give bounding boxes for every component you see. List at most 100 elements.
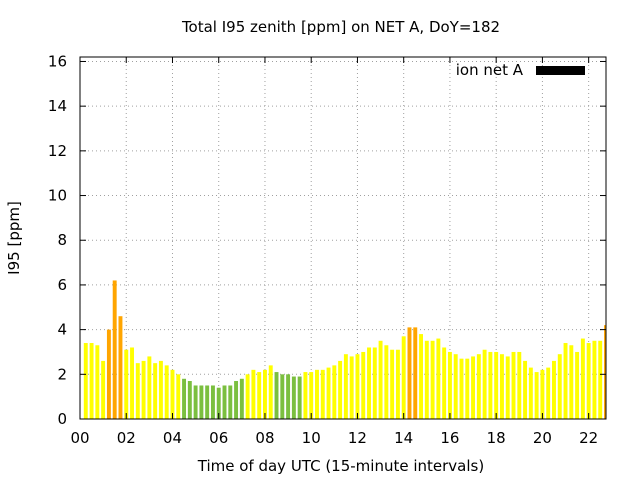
bar bbox=[130, 347, 134, 419]
bar bbox=[407, 327, 412, 419]
bar bbox=[257, 372, 262, 419]
bar bbox=[471, 356, 476, 419]
bar bbox=[141, 360, 146, 419]
bar bbox=[494, 351, 499, 419]
x-tick-label: 00 bbox=[70, 429, 89, 447]
bar bbox=[482, 349, 487, 419]
bar bbox=[332, 365, 337, 419]
bar bbox=[170, 369, 175, 419]
x-tick-label: 16 bbox=[440, 429, 459, 447]
bar bbox=[303, 372, 308, 419]
bar bbox=[598, 340, 603, 419]
bar bbox=[447, 351, 452, 419]
bar bbox=[286, 374, 291, 419]
x-tick-label: 20 bbox=[533, 429, 552, 447]
plot-frame bbox=[79, 56, 607, 420]
bar bbox=[182, 378, 187, 419]
bar bbox=[569, 345, 574, 419]
bar bbox=[280, 374, 285, 419]
bar bbox=[343, 354, 348, 419]
y-tick-label: 16 bbox=[48, 52, 67, 70]
x-axis-ticks: 00 02 04 06 08 10 12 14 16 18 20 22 bbox=[70, 57, 598, 447]
y-tick-label: 4 bbox=[57, 321, 67, 339]
bar bbox=[546, 367, 551, 419]
legend-swatch bbox=[536, 66, 585, 75]
bar bbox=[95, 345, 100, 419]
bar bbox=[424, 340, 429, 419]
bar bbox=[586, 343, 591, 419]
x-tick-label: 22 bbox=[579, 429, 598, 447]
x-tick-label: 02 bbox=[117, 429, 136, 447]
y-tick-label: 6 bbox=[57, 276, 67, 294]
bar bbox=[552, 360, 556, 419]
x-tick-label: 08 bbox=[255, 429, 274, 447]
x-tick-label: 12 bbox=[348, 429, 367, 447]
bar bbox=[106, 329, 111, 419]
bar bbox=[378, 340, 383, 419]
bar bbox=[459, 358, 464, 419]
bar bbox=[338, 360, 343, 419]
bar bbox=[442, 347, 447, 419]
bar bbox=[176, 374, 181, 419]
bar bbox=[349, 356, 354, 419]
bar bbox=[297, 376, 302, 419]
x-axis-label: Time of day UTC (15-minute intervals) bbox=[197, 457, 484, 475]
bar bbox=[575, 351, 580, 419]
bar bbox=[401, 336, 406, 419]
bar bbox=[112, 280, 117, 419]
bar bbox=[384, 345, 389, 419]
y-tick-label: 14 bbox=[48, 97, 67, 115]
bar bbox=[251, 369, 256, 419]
bar bbox=[205, 385, 210, 419]
bar bbox=[153, 363, 158, 419]
bar bbox=[453, 354, 458, 419]
bar bbox=[505, 356, 510, 419]
bar bbox=[83, 343, 88, 419]
bar bbox=[580, 338, 585, 419]
bar bbox=[476, 354, 481, 419]
x-tick-label: 18 bbox=[487, 429, 506, 447]
bar bbox=[320, 369, 325, 419]
bar bbox=[164, 365, 169, 419]
bar bbox=[101, 360, 106, 419]
bar bbox=[118, 316, 123, 419]
x-tick-label: 14 bbox=[394, 429, 413, 447]
bar bbox=[436, 338, 441, 419]
bar bbox=[361, 351, 366, 419]
bar bbox=[268, 365, 273, 419]
x-tick-label: 04 bbox=[163, 429, 182, 447]
bar bbox=[592, 340, 597, 419]
bar bbox=[367, 347, 371, 419]
bar bbox=[419, 334, 423, 419]
bar bbox=[604, 325, 606, 419]
bar bbox=[499, 354, 504, 419]
bar bbox=[395, 349, 400, 419]
bar bbox=[291, 376, 296, 419]
legend: ion net A bbox=[456, 61, 585, 79]
bar bbox=[228, 385, 233, 419]
bar bbox=[187, 381, 192, 419]
bar bbox=[89, 343, 94, 419]
bar bbox=[517, 351, 522, 419]
y-axis-ticks: 0 2 4 6 8 10 12 14 16 bbox=[48, 52, 606, 428]
y-tick-label: 10 bbox=[48, 187, 67, 205]
bar bbox=[147, 356, 152, 419]
bar bbox=[390, 349, 395, 419]
legend-label: ion net A bbox=[456, 61, 524, 79]
bar bbox=[488, 351, 493, 419]
y-tick-label: 8 bbox=[57, 231, 67, 249]
bar bbox=[563, 343, 568, 419]
bar bbox=[315, 369, 319, 419]
bar bbox=[222, 385, 227, 419]
chart-title: Total I95 zenith [ppm] on NET A, DoY=182 bbox=[181, 18, 500, 36]
bar bbox=[216, 387, 221, 419]
y-tick-label: 12 bbox=[48, 142, 67, 160]
bar bbox=[465, 358, 470, 419]
bar bbox=[210, 385, 215, 419]
bar bbox=[309, 372, 314, 419]
bar bbox=[534, 372, 539, 419]
bar bbox=[540, 369, 545, 419]
bar bbox=[263, 369, 267, 419]
bar bbox=[528, 367, 533, 419]
